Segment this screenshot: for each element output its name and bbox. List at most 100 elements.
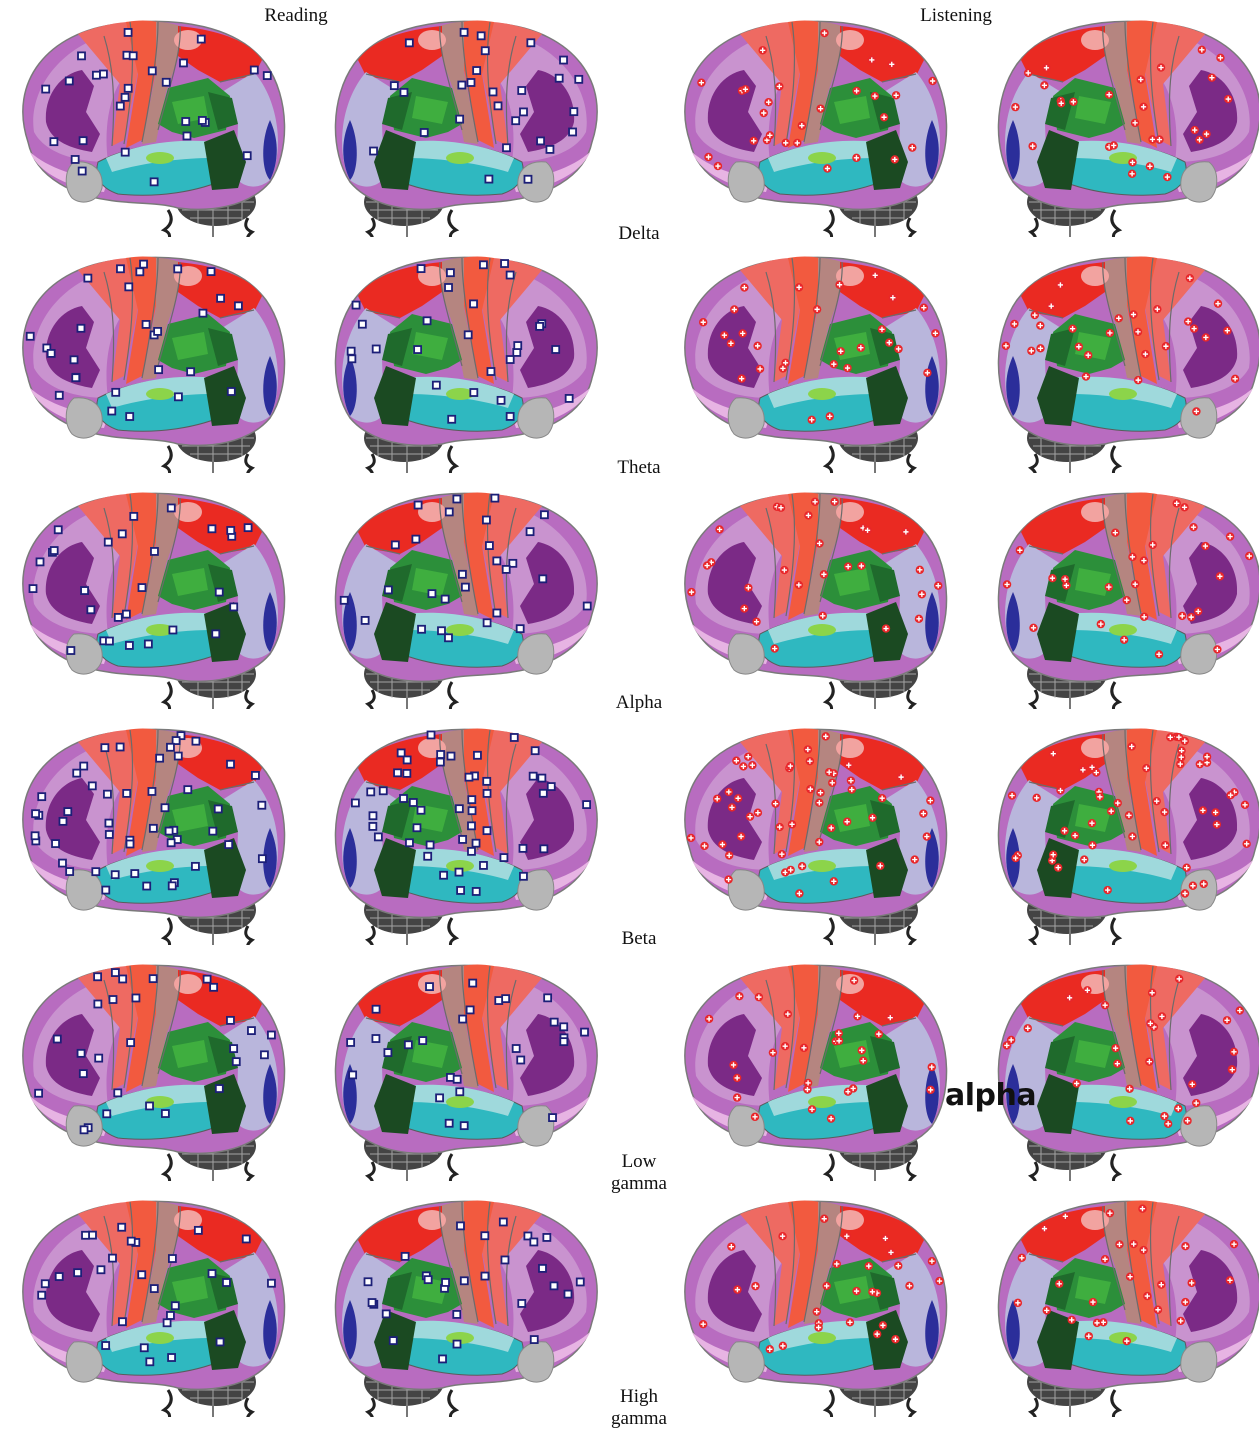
marker [1190, 125, 1199, 135]
marker [890, 155, 899, 164]
marker [1124, 811, 1134, 820]
marker [110, 870, 120, 880]
marker [96, 1265, 106, 1275]
marker [1229, 1239, 1239, 1249]
marker [149, 1284, 159, 1293]
marker [99, 69, 108, 79]
marker [402, 755, 412, 765]
marker [78, 136, 88, 146]
marker [1017, 1253, 1027, 1262]
marker [1122, 595, 1131, 605]
marker [540, 510, 549, 520]
marker [1060, 574, 1070, 584]
marker [1128, 552, 1137, 562]
marker [125, 641, 134, 650]
marker [525, 527, 535, 537]
marker [431, 380, 441, 390]
marker [1027, 346, 1036, 356]
marker [519, 107, 528, 117]
brain-delta-listening-left [670, 12, 960, 237]
marker [1138, 1204, 1147, 1213]
marker [88, 1230, 97, 1240]
brain-beta-reading-left [8, 720, 298, 945]
band-label-theta: Theta [589, 457, 689, 479]
marker [458, 569, 467, 579]
marker [1048, 574, 1057, 583]
marker [1199, 879, 1208, 889]
marker [499, 853, 509, 862]
marker [816, 104, 825, 113]
marker [886, 1013, 895, 1022]
marker [559, 1037, 569, 1047]
marker [745, 812, 755, 821]
marker [1175, 974, 1184, 984]
marker [404, 38, 414, 48]
marker [935, 1276, 944, 1286]
marker [834, 1036, 844, 1046]
marker [519, 871, 528, 881]
marker [242, 151, 252, 161]
marker [452, 1074, 462, 1084]
marker [1070, 831, 1080, 840]
marker [810, 497, 820, 507]
marker [229, 602, 239, 612]
marker [743, 752, 753, 761]
marker [500, 1255, 510, 1265]
brain-alpha-listening-left [670, 484, 960, 709]
marker [844, 760, 853, 770]
marker [104, 818, 114, 828]
marker [148, 823, 158, 833]
marker [423, 1275, 433, 1285]
marker [926, 1085, 935, 1095]
marker [1133, 327, 1143, 337]
band-label-low-gamma: Low gamma [589, 1151, 689, 1195]
brain-surface-alpha-reading-right [334, 492, 598, 709]
marker [818, 611, 827, 620]
brain-surface-theta-reading-left [22, 256, 286, 473]
marker [413, 345, 423, 354]
marker [1030, 310, 1040, 320]
marker [467, 806, 477, 816]
marker [1177, 611, 1187, 621]
marker [216, 293, 225, 303]
marker [713, 794, 722, 803]
marker [545, 145, 555, 154]
marker [1181, 1297, 1190, 1307]
marker [1245, 551, 1254, 561]
marker [480, 46, 490, 56]
marker [829, 359, 839, 369]
marker [383, 585, 393, 595]
marker [267, 1030, 276, 1040]
marker [113, 613, 123, 622]
marker [853, 1012, 862, 1021]
marker [455, 114, 465, 124]
marker [167, 1353, 176, 1362]
marker [49, 546, 59, 555]
marker [1042, 63, 1051, 72]
brain-delta-reading-left [8, 12, 298, 237]
brain-delta-reading-right [322, 12, 612, 237]
marker [501, 994, 511, 1004]
marker [79, 1125, 89, 1135]
marker [459, 1121, 469, 1131]
marker [1153, 304, 1162, 314]
marker [58, 816, 68, 826]
marker [687, 587, 696, 597]
marker [868, 1287, 877, 1297]
marker [1213, 299, 1223, 308]
marker [727, 1242, 736, 1251]
marker [1207, 73, 1217, 82]
marker [191, 861, 200, 871]
marker [698, 1319, 708, 1329]
marker [452, 1339, 462, 1349]
marker [231, 1057, 241, 1067]
marker [894, 344, 903, 354]
marker [812, 305, 822, 314]
marker [752, 617, 761, 626]
brain-surface-low-gamma-reading-left [22, 964, 286, 1181]
marker [526, 38, 536, 48]
marker [559, 1022, 569, 1032]
marker [1166, 733, 1175, 742]
marker [881, 624, 891, 633]
marker [155, 753, 165, 763]
